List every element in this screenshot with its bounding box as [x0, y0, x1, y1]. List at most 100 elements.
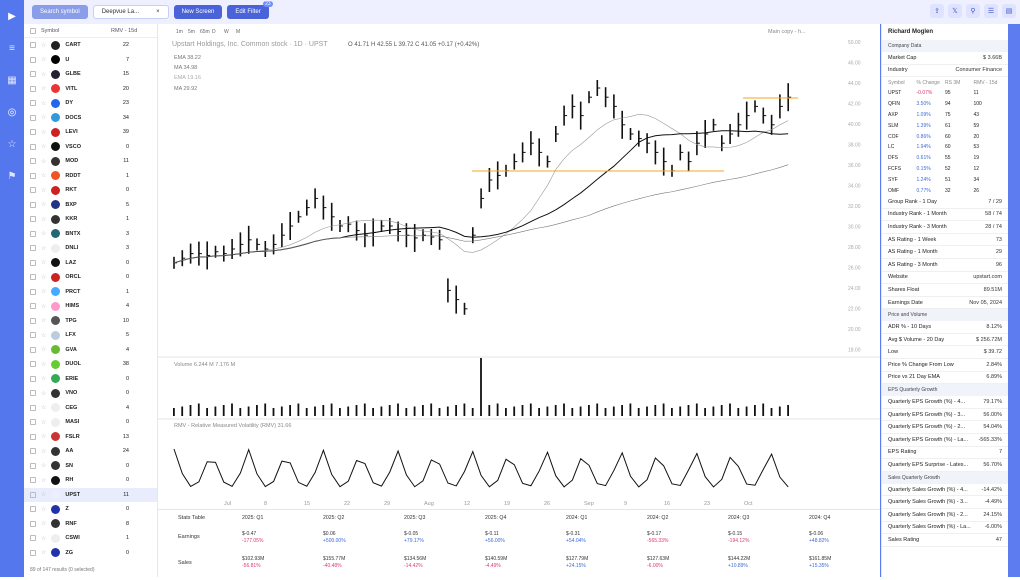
- row-checkbox[interactable]: [30, 201, 36, 208]
- star-icon[interactable]: ☆: [41, 448, 47, 455]
- star-icon[interactable]: ☆: [41, 129, 47, 136]
- row-checkbox[interactable]: [30, 172, 36, 179]
- person-icon[interactable]: ⚲: [966, 4, 980, 18]
- peer-row[interactable]: QFIN 3.50% 94 100: [882, 99, 1008, 110]
- row-checkbox[interactable]: [30, 477, 36, 484]
- watchlist-row[interactable]: ☆ FSLR 13: [24, 430, 157, 445]
- row-checkbox[interactable]: [30, 520, 36, 527]
- peer-row[interactable]: UPST -0.07% 95 11: [882, 88, 1008, 99]
- row-checkbox[interactable]: [30, 245, 36, 252]
- watchlist-row[interactable]: ☆ DNLI 3: [24, 241, 157, 256]
- price-chart[interactable]: Upstart Holdings, Inc. Common stock · 1D…: [158, 24, 880, 509]
- star-icon[interactable]: ☆: [41, 506, 47, 513]
- watchlist-row[interactable]: ☆ RKT 0: [24, 183, 157, 198]
- star-icon[interactable]: ☆: [41, 390, 47, 397]
- star-icon[interactable]: ☆: [41, 57, 47, 64]
- star-icon[interactable]: ☆: [41, 477, 47, 484]
- watchlist-row[interactable]: ☆ GVA 4: [24, 343, 157, 358]
- row-checkbox[interactable]: [30, 114, 36, 121]
- star-icon[interactable]: ☆: [41, 550, 47, 557]
- watchlist-row[interactable]: ☆ CART 22: [24, 38, 157, 53]
- watchlist-row[interactable]: ☆ UPST 11: [24, 487, 157, 502]
- grid-icon[interactable]: ▦: [7, 74, 17, 86]
- symbol-col-header[interactable]: Symbol: [41, 27, 60, 34]
- search-symbol-button[interactable]: Search symbol: [32, 5, 88, 19]
- edit-filter-button[interactable]: Edit Filter 23: [227, 1, 273, 19]
- watchlist-row[interactable]: ☆ MASI 0: [24, 415, 157, 430]
- screen-select[interactable]: Deepvue La... ×: [92, 5, 169, 19]
- chart-canvas[interactable]: Upstart Holdings, Inc. Common stock · 1D…: [158, 24, 880, 509]
- peer-row[interactable]: AXP 1.09% 75 43: [882, 110, 1008, 121]
- timeframe-button[interactable]: D: [212, 29, 216, 35]
- star-icon[interactable]: ☆: [41, 231, 47, 238]
- star-icon[interactable]: ☆: [41, 434, 47, 441]
- row-checkbox[interactable]: [30, 303, 36, 310]
- industry-value[interactable]: Consumer Finance: [955, 67, 1002, 74]
- row-checkbox[interactable]: [30, 143, 36, 150]
- watchlist-row[interactable]: ☆ VSCO 0: [24, 140, 157, 155]
- watchlist-row[interactable]: ☆ RH 0: [24, 473, 157, 488]
- star-icon[interactable]: ☆: [41, 144, 47, 151]
- star-icon[interactable]: ☆: [41, 202, 47, 209]
- row-checkbox[interactable]: [30, 274, 36, 281]
- user-name[interactable]: Richard Moglen: [888, 29, 934, 35]
- rmv-col-header[interactable]: RMV - 15d: [111, 27, 138, 34]
- x-icon[interactable]: 𝕏: [948, 4, 962, 18]
- star-icon[interactable]: ☆: [41, 376, 47, 383]
- star-icon[interactable]: ☆: [41, 71, 47, 78]
- star-icon[interactable]: ☆: [41, 245, 47, 252]
- row-checkbox[interactable]: [30, 491, 36, 498]
- watchlist-row[interactable]: ☆ PRCT 1: [24, 285, 157, 300]
- watchlist-row[interactable]: ☆ CEG 4: [24, 401, 157, 416]
- close-icon[interactable]: ×: [156, 9, 160, 15]
- row-checkbox[interactable]: [30, 42, 36, 49]
- row-checkbox[interactable]: [30, 419, 36, 426]
- watchlist-row[interactable]: ☆ GLBE 15: [24, 67, 157, 82]
- row-checkbox[interactable]: [30, 187, 36, 194]
- watchlist-row[interactable]: ☆ ERIE 0: [24, 372, 157, 387]
- peer-row[interactable]: OMF 0.77% 32 26: [882, 185, 1008, 196]
- star-icon[interactable]: ☆: [7, 138, 17, 150]
- star-icon[interactable]: ☆: [41, 419, 47, 426]
- watchlist-row[interactable]: ☆ LAZ 0: [24, 256, 157, 271]
- row-checkbox[interactable]: [30, 549, 36, 556]
- watchlist-row[interactable]: ☆ BXP 5: [24, 198, 157, 213]
- row-checkbox[interactable]: [30, 462, 36, 469]
- watchlist-row[interactable]: ☆ MOD 11: [24, 154, 157, 169]
- star-icon[interactable]: ☆: [41, 274, 47, 281]
- row-checkbox[interactable]: [30, 317, 36, 324]
- peer-row[interactable]: SLM 1.39% 61 59: [882, 120, 1008, 131]
- chart-layout-select[interactable]: Main copy - h...: [768, 29, 806, 35]
- row-checkbox[interactable]: [30, 100, 36, 107]
- row-checkbox[interactable]: [30, 506, 36, 513]
- row-checkbox[interactable]: [30, 259, 36, 266]
- timeframe-button[interactable]: 1m: [176, 29, 183, 35]
- row-checkbox[interactable]: [30, 346, 36, 353]
- row-checkbox[interactable]: [30, 56, 36, 63]
- watchlist-row[interactable]: ☆ DY 23: [24, 96, 157, 111]
- timeframe-button[interactable]: 5m: [188, 29, 195, 35]
- star-icon[interactable]: ☆: [41, 260, 47, 267]
- star-icon[interactable]: ☆: [41, 303, 47, 310]
- watchlist-row[interactable]: ☆ AA 24: [24, 444, 157, 459]
- watchlist-row[interactable]: ☆ LFX 5: [24, 328, 157, 343]
- star-icon[interactable]: ☆: [41, 521, 47, 528]
- star-icon[interactable]: ☆: [41, 361, 47, 368]
- star-icon[interactable]: ☆: [41, 289, 47, 296]
- watchlist-row[interactable]: ☆ LEVI 39: [24, 125, 157, 140]
- watchlist-row[interactable]: ☆ DOCS 34: [24, 111, 157, 126]
- row-checkbox[interactable]: [30, 230, 36, 237]
- watchlist-row[interactable]: ☆ ZG 0: [24, 546, 157, 561]
- peer-row[interactable]: SYF 1.24% 51 34: [882, 174, 1008, 185]
- peer-row[interactable]: LC 1.94% 60 53: [882, 142, 1008, 153]
- star-icon[interactable]: ☆: [41, 216, 47, 223]
- watchlist-row[interactable]: ☆ TPG 10: [24, 314, 157, 329]
- star-icon[interactable]: ☆: [41, 42, 47, 49]
- row-checkbox[interactable]: [30, 390, 36, 397]
- star-icon[interactable]: ☆: [41, 173, 47, 180]
- star-icon[interactable]: ☆: [41, 86, 47, 93]
- watchlist-row[interactable]: ☆ VNO 0: [24, 386, 157, 401]
- watchlist-row[interactable]: ☆ Z 0: [24, 502, 157, 517]
- timeframe-button[interactable]: W: [224, 29, 229, 35]
- share-icon[interactable]: ⇪: [930, 4, 944, 18]
